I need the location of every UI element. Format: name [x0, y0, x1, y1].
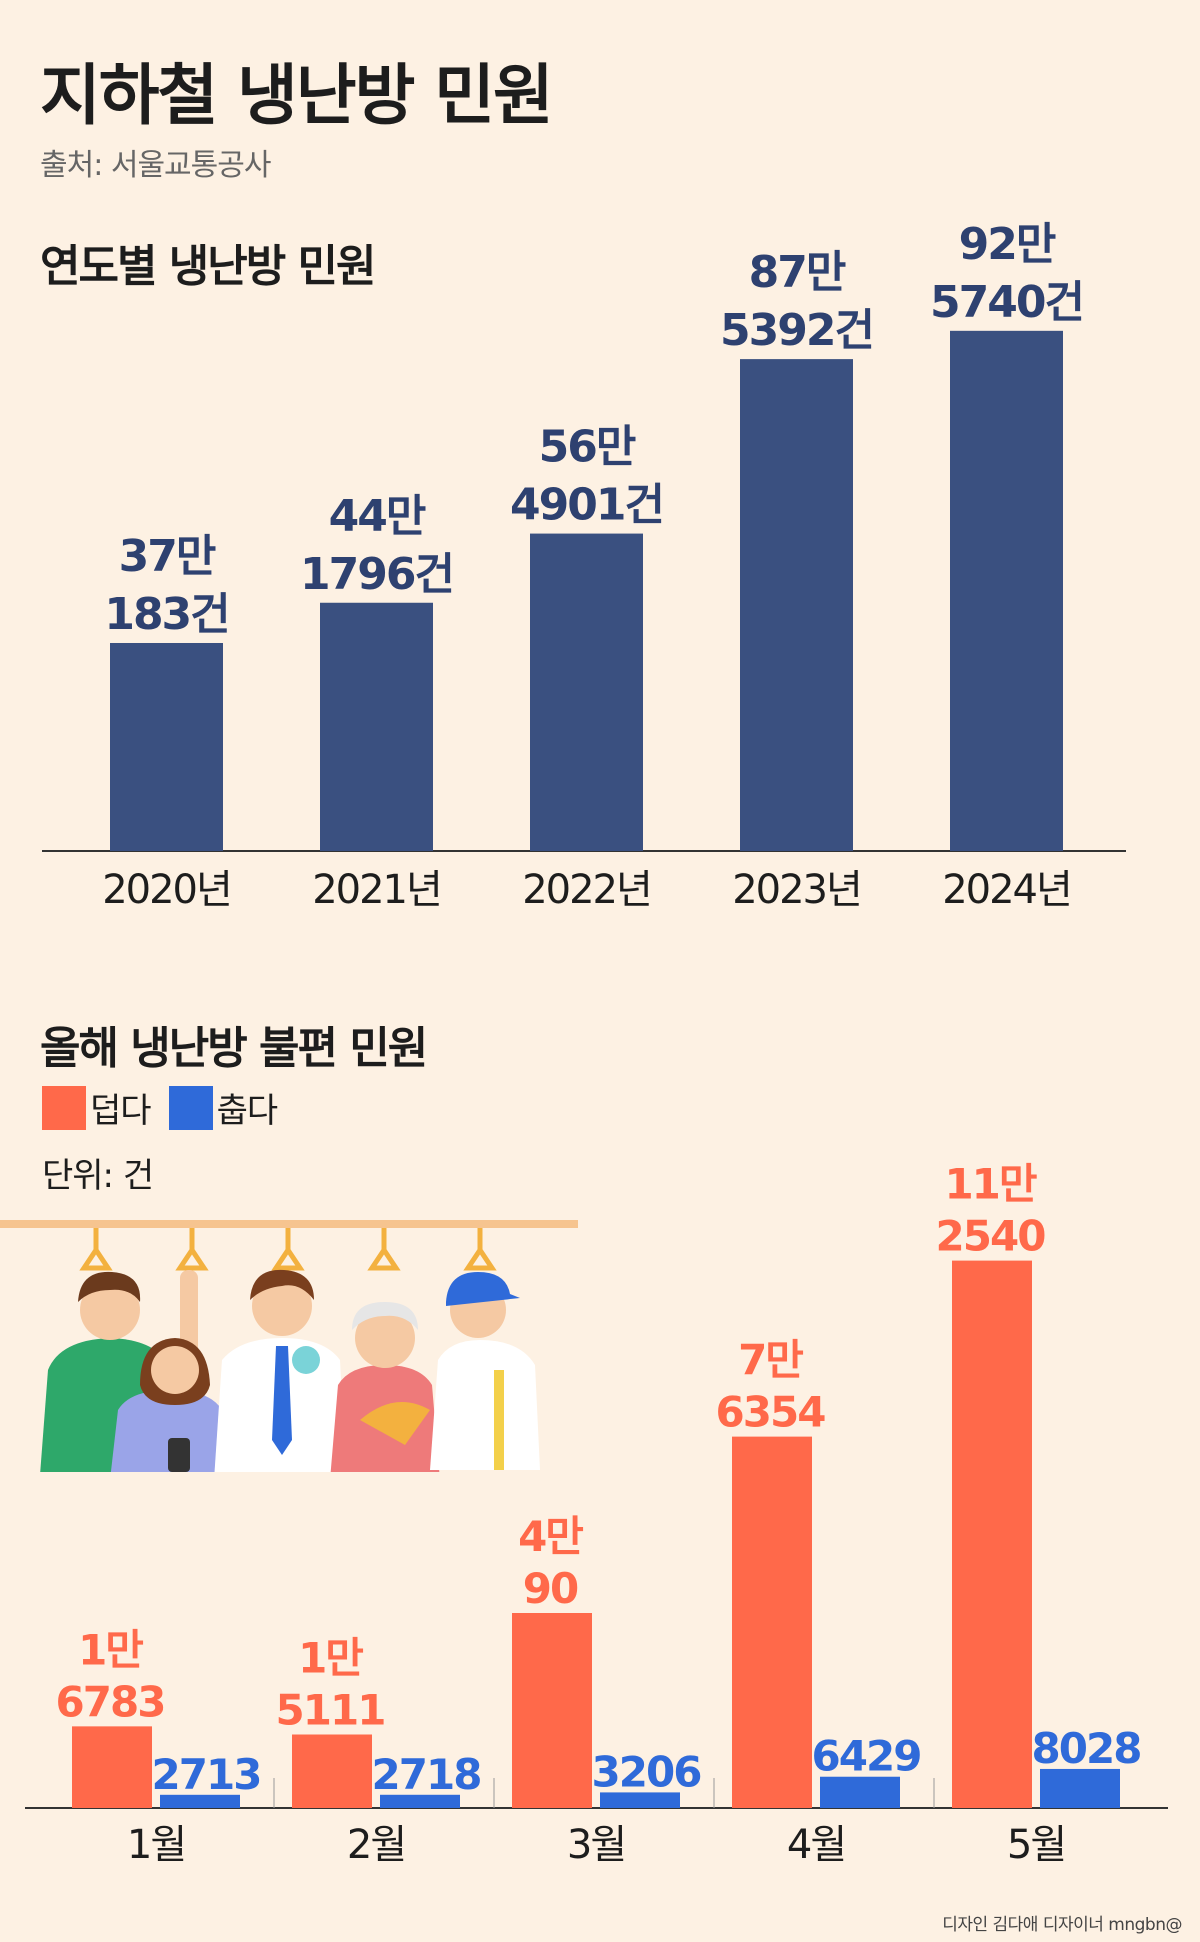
monthly-tick-label: 3월 — [567, 1822, 625, 1868]
annual-bar — [110, 642, 223, 851]
legend-item-cold: 춥다 — [168, 1083, 279, 1132]
hot-data-label: 6354 — [716, 1388, 826, 1437]
cold-data-label: 3206 — [592, 1747, 701, 1796]
cold-bar — [820, 1776, 900, 1808]
annual-tick-label: 2020년 — [102, 867, 231, 913]
source-note: 출처: 서울교통공사 — [40, 148, 271, 183]
cold-data-label: 8028 — [1032, 1724, 1141, 1773]
passenger-man-cap-icon — [430, 1272, 540, 1470]
annual-bar-chart: 37만 183건 2020년 44만 1796건 2021년 56만 4901건 2022년 87… — [42, 219, 1126, 913]
hot-data-label: 5111 — [276, 1686, 385, 1735]
hot-data-label: 1만 — [78, 1625, 143, 1674]
annual-data-label: 183건 — [104, 589, 228, 640]
annual-bar — [320, 602, 433, 851]
cold-bar — [1040, 1768, 1120, 1808]
cold-bar — [380, 1794, 460, 1808]
hot-bar — [292, 1734, 372, 1808]
hot-bar — [732, 1436, 812, 1808]
cold-data-label: 6429 — [812, 1732, 921, 1781]
passenger-girl-phone-icon — [110, 1338, 228, 1480]
monthly-bar-chart: 1만678327131월1만511127182월4만9032063월7만6354… — [25, 1160, 1168, 1868]
annual-data-label: 56만 — [539, 422, 636, 473]
page-title: 지하철 냉난방 민원 — [40, 57, 554, 134]
design-credit: 디자인 김다애 디자이너 mngbn@ — [942, 1915, 1182, 1935]
annual-tick-label: 2021년 — [312, 867, 441, 913]
annual-data-label: 87만 — [749, 247, 846, 298]
annual-tick-label: 2024년 — [942, 867, 1071, 913]
monthly-tick-label: 2월 — [347, 1822, 405, 1868]
annual-section-title: 연도별 냉난방 민원 — [40, 241, 376, 292]
annual-data-label: 92만 — [959, 219, 1056, 270]
legend-swatch-cold — [168, 1085, 213, 1130]
annual-data-label: 37만 — [119, 531, 216, 582]
monthly-tick-label: 5월 — [1007, 1822, 1065, 1868]
hot-data-label: 90 — [523, 1564, 578, 1613]
legend-item-hot: 덥다 — [42, 1083, 152, 1132]
annual-bar — [740, 359, 853, 851]
legend: 덥다 춥다 — [42, 1083, 295, 1132]
hot-data-label: 1만 — [298, 1634, 363, 1683]
annual-tick-label: 2023년 — [732, 867, 861, 913]
monthly-section-title: 올해 냉난방 불편 민원 — [40, 1023, 428, 1074]
hot-data-label: 6783 — [56, 1677, 165, 1726]
cold-bar — [160, 1794, 240, 1808]
cold-bar — [600, 1792, 680, 1808]
hot-data-label: 11만 — [944, 1160, 1036, 1209]
monthly-tick-label: 4월 — [787, 1822, 845, 1868]
unit-note: 단위: 건 — [42, 1156, 154, 1196]
legend-swatch-hot — [42, 1085, 86, 1130]
annual-data-label: 44만 — [329, 491, 426, 542]
hot-bar — [952, 1260, 1032, 1808]
passenger-man-tie-icon — [214, 1269, 346, 1480]
cold-data-label: 2718 — [372, 1750, 481, 1799]
monthly-tick-label: 1월 — [127, 1822, 185, 1868]
hot-bar — [72, 1726, 152, 1808]
crowded-passengers-illustration — [0, 1220, 590, 1480]
cold-data-label: 2713 — [152, 1750, 261, 1799]
annual-data-label: 5392건 — [720, 305, 873, 356]
hot-bar — [512, 1613, 592, 1808]
legend-label-hot: 덥다 — [90, 1091, 152, 1131]
annual-bar — [950, 330, 1063, 852]
annual-data-label: 1796건 — [300, 549, 453, 600]
annual-data-label: 4901건 — [510, 480, 663, 531]
handrail — [0, 1220, 578, 1228]
annual-tick-label: 2022년 — [522, 867, 651, 913]
passenger-elderly-woman-icon — [330, 1302, 440, 1480]
hot-data-label: 7만 — [738, 1336, 803, 1385]
annual-bar — [530, 533, 643, 851]
hot-data-label: 4만 — [518, 1512, 583, 1561]
legend-label-cold: 춥다 — [216, 1091, 279, 1131]
annual-data-label: 5740건 — [930, 277, 1083, 328]
strap-handles-icon — [79, 1228, 497, 1271]
hot-data-label: 2540 — [936, 1212, 1046, 1261]
